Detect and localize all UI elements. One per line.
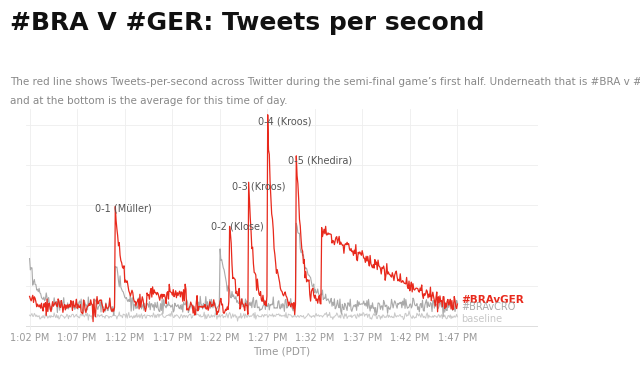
Text: The red line shows Tweets-per-second across Twitter during the semi-final game’s: The red line shows Tweets-per-second acr…	[10, 77, 640, 87]
Text: 0-3 (Kroos): 0-3 (Kroos)	[232, 181, 285, 191]
Text: and at the bottom is the average for this time of day.: and at the bottom is the average for thi…	[10, 96, 287, 106]
Text: 0-5 (Khedira): 0-5 (Khedira)	[287, 155, 351, 165]
Text: 0-1 (Müller): 0-1 (Müller)	[95, 203, 152, 213]
Text: #BRAvGER: #BRAvGER	[461, 294, 524, 304]
Text: 0-4 (Kroos): 0-4 (Kroos)	[258, 117, 312, 127]
Text: baseline: baseline	[461, 314, 502, 324]
Text: 0-2 (Klose): 0-2 (Klose)	[211, 222, 263, 231]
Text: #BRA V #GER: Tweets per second: #BRA V #GER: Tweets per second	[10, 11, 484, 35]
Text: #BRAvCRO: #BRAvCRO	[461, 302, 516, 312]
X-axis label: Time (PDT): Time (PDT)	[253, 347, 310, 357]
